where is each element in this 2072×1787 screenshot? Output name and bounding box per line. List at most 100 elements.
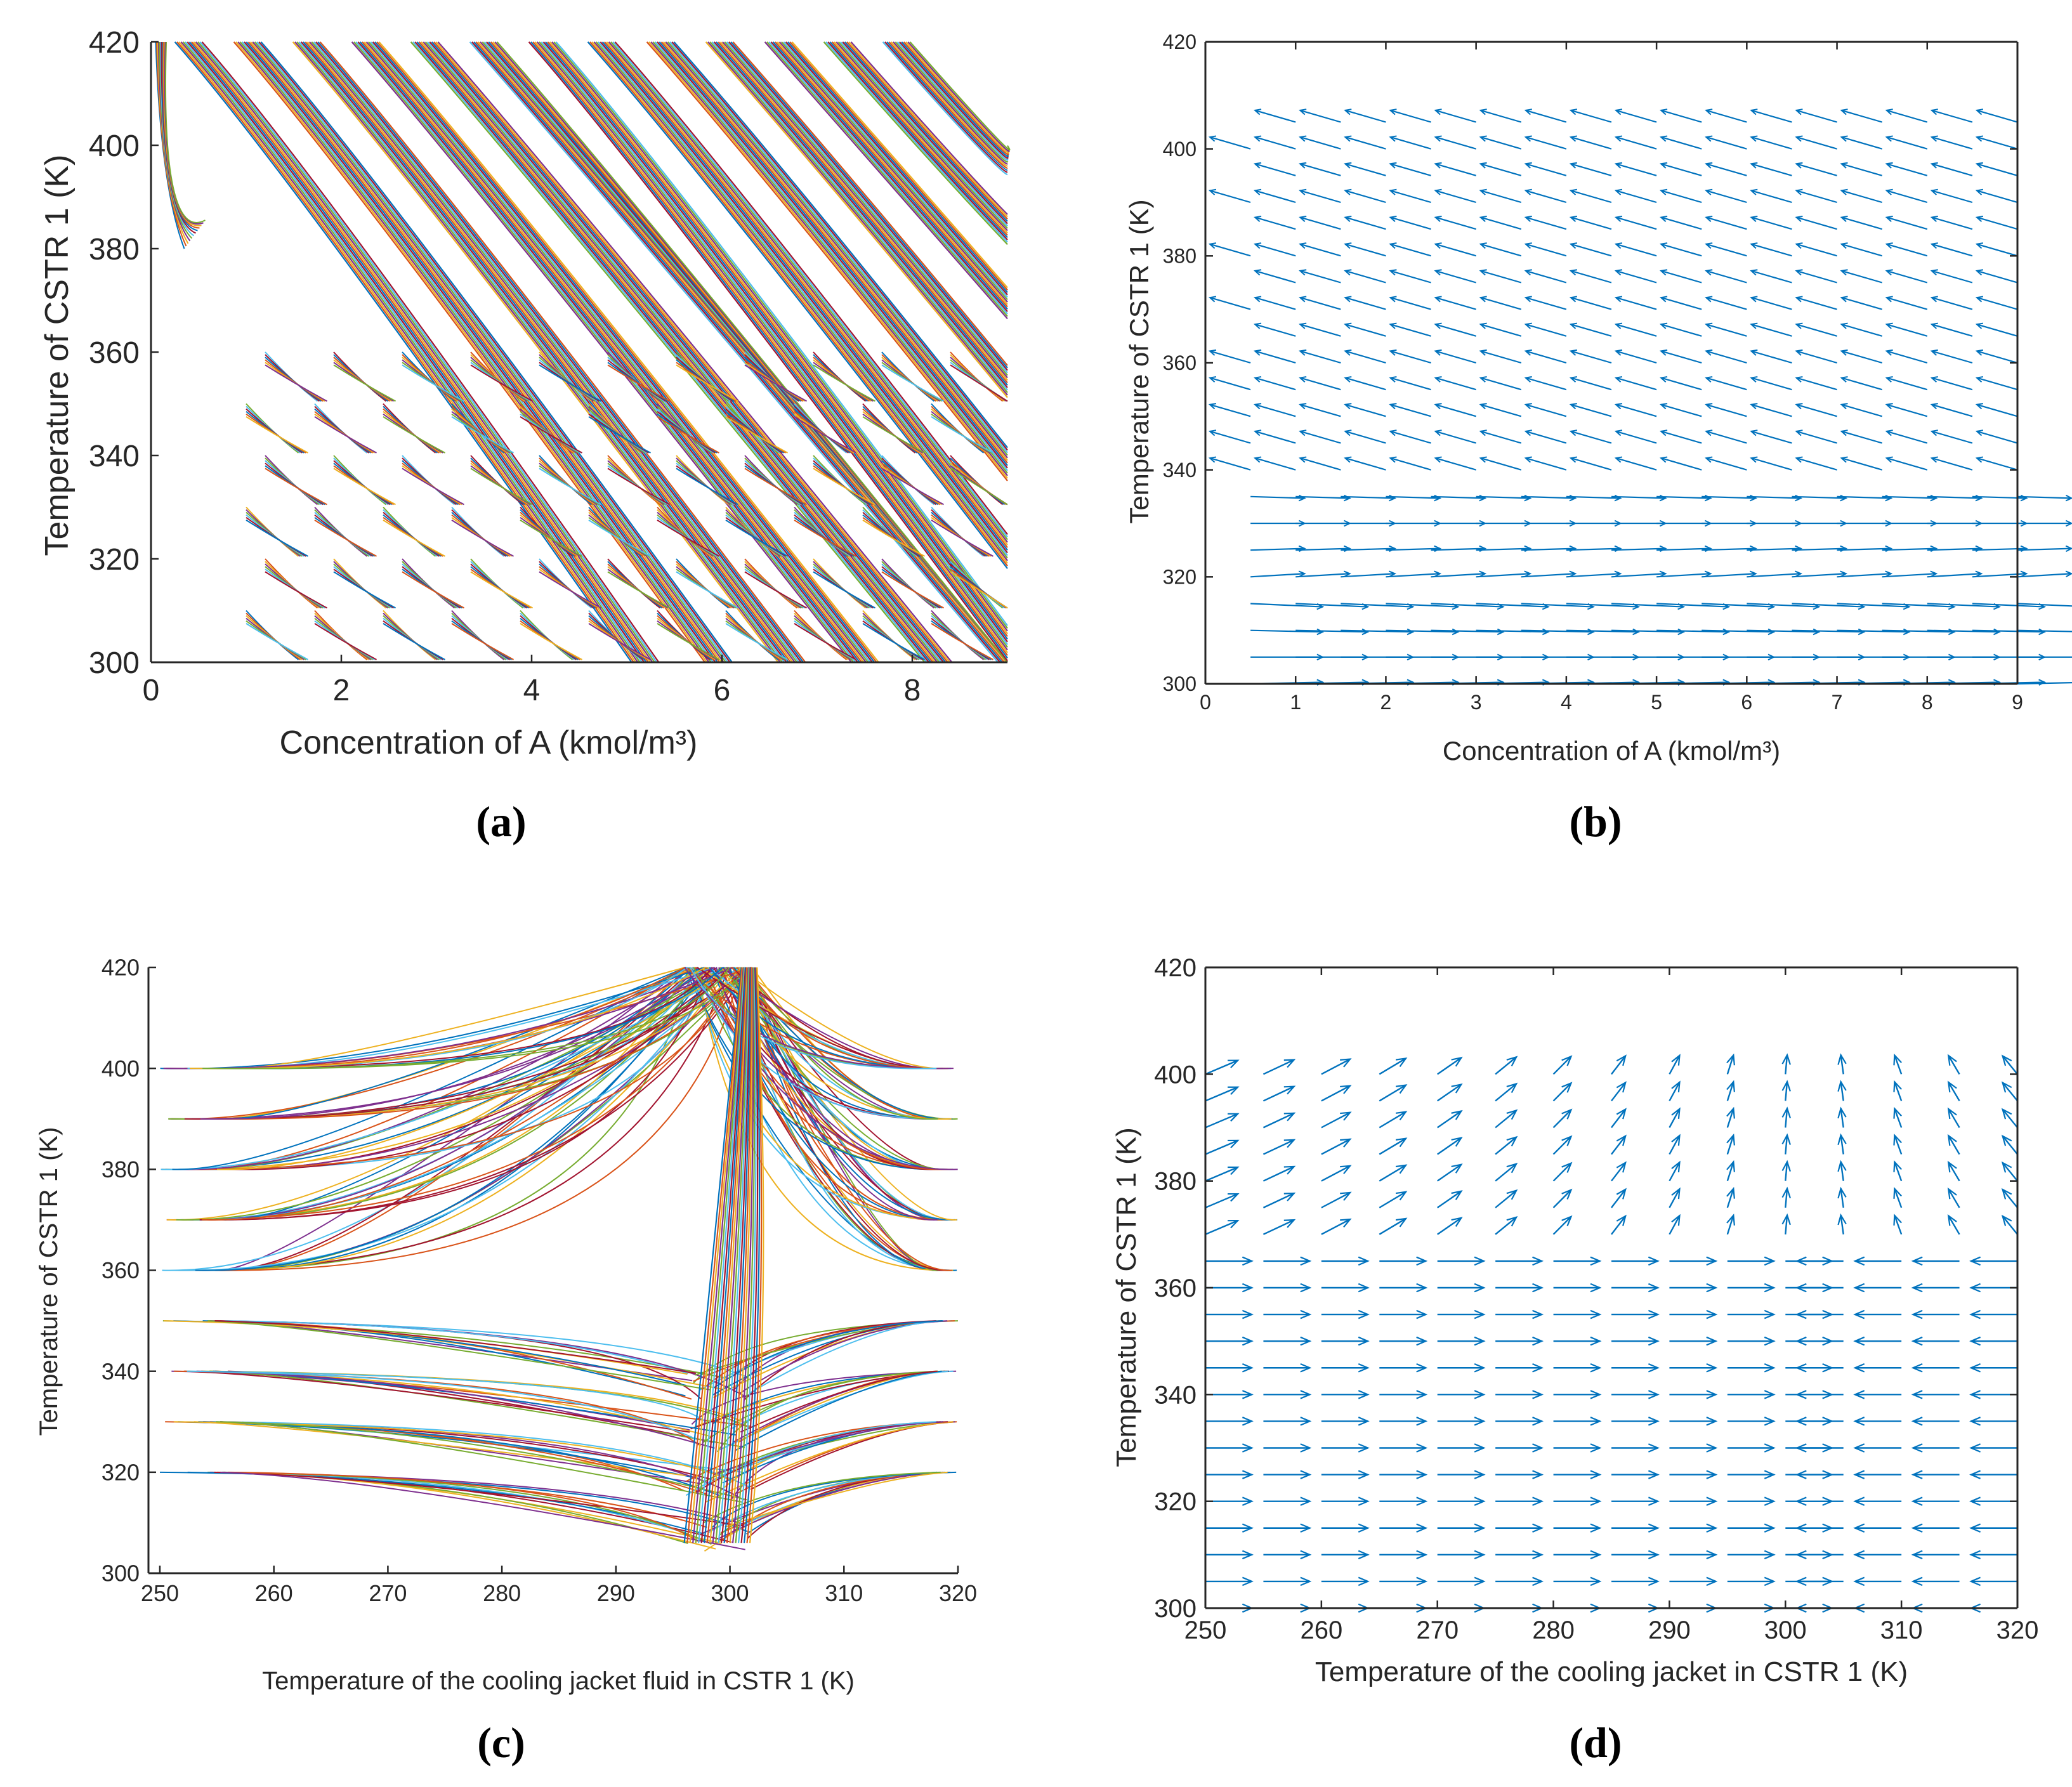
vector-arrow-head [1930,108,1938,115]
vector-arrow-head [1395,1164,1408,1174]
vector-arrow [1660,190,1702,204]
vector-arrow-head [1837,1133,1847,1146]
vector-arrow [1431,547,1485,551]
trajectory-line [265,571,327,609]
vector-arrow-head [1242,1336,1254,1346]
vector-arrow [1525,270,1567,284]
trajectory-line [695,967,745,1543]
vector-arrow-head [1506,1056,1518,1066]
vector-arrow-head [1705,162,1713,169]
vector-arrow-head [2038,628,2046,636]
vector-arrow-head [1795,188,1803,195]
vector-arrow-head [1358,1309,1370,1319]
vector-arrow-head [1749,570,1757,578]
vector-arrow-head [1795,1256,1807,1266]
vector-arrow-head [1795,429,1803,436]
trajectory-line [673,41,1008,448]
vector-arrow-head [1242,1550,1254,1560]
trajectory-line [180,41,639,663]
vector-arrow [1948,1055,1960,1075]
vector-arrow-head [2020,570,2028,578]
vector-arrow [1254,457,1296,471]
vector-arrow [1480,457,1522,471]
vector-arrow [1931,377,1973,391]
vector-arrow-head [1795,349,1803,356]
trajectory-line [715,967,750,1543]
vector-arrow-head [1340,1218,1352,1228]
panel-b: 0 1 2 3 4 5 6 7 8 9 300 320 340 360 380 400 420 Concentr… [1124,30,2072,846]
vector-arrow-head [1451,1083,1463,1094]
vector-arrow [1840,1162,1844,1181]
vector-arrow [1611,1135,1627,1155]
vector-arrow-head [1506,1162,1518,1174]
trajectory-line [333,571,396,609]
vector-arrow-head [1750,108,1758,115]
trajectory-line [884,41,1008,173]
vector-arrow-head [1750,376,1758,383]
trajectory-line [265,364,327,402]
vector-arrow-head [1795,296,1803,303]
vector-arrow [1656,547,1711,551]
panel-a-label: (a) [476,797,526,846]
y-tick-label: 300 [102,1561,140,1587]
trajectory-line [319,41,806,663]
trajectory-line [315,41,802,663]
vector-arrow-head [1750,242,1758,249]
vector-arrow-head [1885,269,1893,276]
trajectory-line [256,41,729,663]
vector-arrow-head [1283,1139,1296,1148]
vector-arrow [1841,190,1882,204]
trajectory-line [193,967,693,1271]
trajectory-line [749,1320,941,1394]
vector-arrow [1205,1220,1238,1235]
vector-arrow [1525,243,1567,257]
trajectory-line [600,41,1008,554]
trajectory-line [840,41,1008,226]
vector-arrow-head [1416,1363,1428,1373]
vector-arrow-head [1795,570,1802,578]
vector-arrow [1435,377,1476,391]
vector-arrow-head [1840,162,1848,169]
vector-arrow-head [1344,349,1352,356]
vector-arrow [1570,270,1612,284]
vector-arrow-head [1840,215,1848,223]
vector-arrow [1552,1215,1572,1235]
x-tick-label: 260 [1300,1616,1342,1644]
vector-arrow-head [1434,456,1442,463]
vector-arrow-head [1706,1523,1718,1533]
vector-arrow-head [1242,1576,1254,1587]
vector-arrow-head [1299,215,1307,223]
vector-arrow [1706,136,1747,150]
trajectory-line [539,364,601,402]
vector-arrow [1390,403,1431,417]
trajectory-line [740,967,759,1543]
vector-arrow [1437,1137,1462,1155]
vector-arrow [1615,163,1657,176]
vector-arrow [1386,603,1459,608]
vector-arrow-head [1614,456,1623,463]
trajectory-line [719,41,1008,381]
vector-arrow [1254,136,1296,150]
vector-arrow-head [1569,456,1578,463]
vector-arrow [1706,350,1747,364]
vector-arrow-head [1911,1576,1923,1587]
vector-arrow-head [1344,322,1352,329]
trajectory-line [671,41,1008,451]
vector-arrow [1262,1085,1295,1102]
vector-arrow [1300,350,1341,364]
vector-arrow-head [1524,429,1532,436]
x-tick-label: 270 [1416,1616,1459,1644]
vector-arrow-head [1614,269,1623,276]
vector-arrow [1837,573,1891,578]
vector-arrow-head [1479,242,1487,249]
trajectory-line [676,364,738,402]
vector-arrow-head [1524,403,1532,410]
trajectory-line [589,41,1008,566]
vector-arrow-head [1893,1187,1902,1199]
vector-arrow [1495,1136,1517,1155]
trajectory-line [374,41,875,663]
vector-arrow [1660,324,1702,337]
trajectory-line [837,41,1008,229]
trajectory-line [536,41,1008,651]
vector-arrow [1379,1111,1406,1129]
